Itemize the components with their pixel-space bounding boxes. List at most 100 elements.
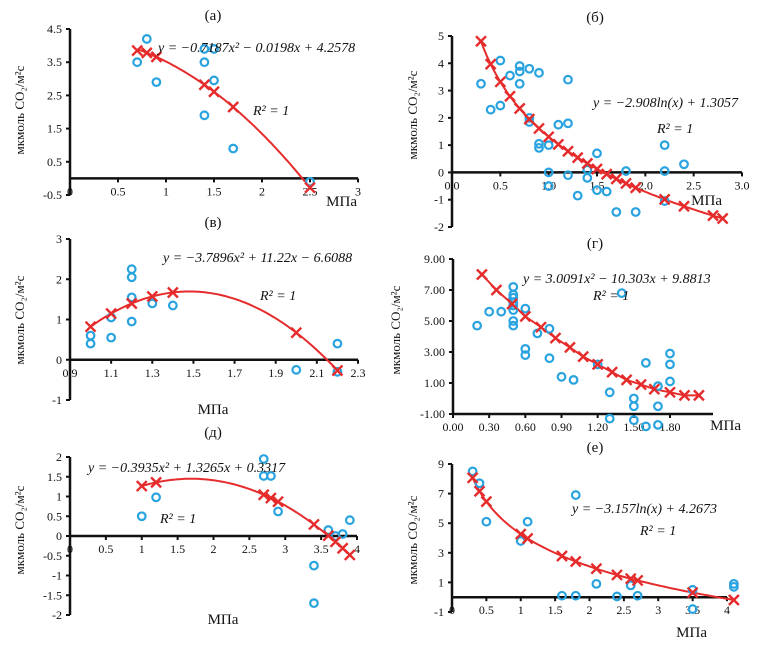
y-tick-label: -1.00	[420, 407, 445, 421]
observed-point	[557, 590, 567, 601]
observed-point	[572, 190, 583, 201]
y-tick-label: 3	[56, 232, 62, 246]
x-tick-label: 3	[282, 542, 288, 556]
x-tick-label: 1.9	[268, 366, 283, 380]
model-point	[331, 364, 344, 377]
model-point	[564, 341, 576, 354]
observed-point	[568, 375, 579, 385]
model-point	[523, 113, 536, 125]
observed-point	[199, 57, 210, 68]
x-tick-label: 3.5	[314, 542, 329, 556]
y-tick-label: 0.5	[47, 509, 62, 523]
x-tick-label: 0.5	[111, 184, 126, 198]
y-tick-label: 3.00	[424, 345, 445, 359]
observed-point	[126, 264, 137, 275]
x-tick-label: 1.50	[623, 420, 644, 434]
y-tick-label: 7.00	[424, 283, 445, 297]
observed-point	[495, 55, 506, 66]
model-point	[140, 47, 153, 59]
observed-point	[305, 176, 315, 187]
model-point	[542, 130, 555, 143]
y-tick-label: 9.00	[424, 252, 445, 266]
observed-point	[151, 492, 162, 503]
fit-equation: y = 3.0091x² − 10.303x + 9.8813	[521, 272, 711, 287]
observed-point	[534, 142, 544, 153]
model-point	[591, 358, 604, 371]
model-point	[556, 550, 568, 562]
observed-point	[474, 478, 485, 489]
model-point	[728, 594, 740, 606]
model-point	[146, 290, 159, 303]
observed-point	[625, 580, 636, 591]
model-point	[131, 44, 144, 57]
model-point	[591, 163, 603, 175]
y-tick-label: 1	[56, 313, 62, 327]
y-tick-label: 3	[438, 546, 444, 560]
observed-point	[544, 323, 555, 334]
observed-point	[476, 78, 486, 89]
model-point	[514, 528, 527, 540]
model-point	[620, 374, 633, 386]
observed-point	[543, 140, 554, 151]
x-tick-label: 1.80	[660, 420, 681, 434]
x-tick-label: 2.5	[242, 542, 257, 556]
x-tick-label: 2.5	[686, 178, 701, 192]
observed-point	[126, 316, 137, 327]
y-axis-label: мкмоль CO₂/м²с	[388, 285, 403, 374]
y-tick-label: -1	[434, 605, 444, 619]
observed-point	[258, 454, 269, 464]
model-point	[290, 326, 303, 339]
y-tick-label: -1	[52, 569, 62, 583]
x-axis-label: МПа	[208, 612, 239, 628]
model-point	[304, 181, 316, 194]
observed-point	[508, 320, 519, 331]
y-tick-label: 2	[56, 272, 62, 286]
model-point	[480, 495, 493, 508]
observed-point	[628, 393, 639, 404]
x-tick-label: 0	[67, 542, 73, 556]
model-point	[490, 284, 503, 296]
x-tick-label: 0.9	[63, 366, 78, 380]
model-point	[610, 173, 623, 185]
model-point	[519, 310, 532, 323]
model-point	[475, 35, 487, 48]
y-tick-label: -0.5	[43, 188, 62, 202]
x-tick-label: 0.30	[479, 420, 500, 434]
observed-point	[199, 44, 210, 54]
model-point	[549, 332, 562, 344]
model-point	[631, 574, 644, 587]
observed-point	[514, 78, 525, 89]
observed-point	[653, 381, 663, 392]
fit-equation: y = −3.7896x² + 11.22x − 6.6088	[161, 251, 352, 266]
x-axis-label: МПа	[326, 194, 357, 210]
x-tick-label: 1.3	[145, 366, 160, 380]
fit-equation: y = −3.157ln(x) + 4.2673	[570, 502, 717, 517]
observed-point	[266, 471, 276, 481]
observed-point	[611, 207, 622, 217]
model-point	[265, 492, 277, 504]
model-point	[208, 85, 220, 98]
fit-curve	[471, 477, 735, 601]
observed-point	[563, 74, 573, 85]
model-point	[629, 181, 642, 194]
observed-point	[612, 591, 622, 602]
y-tick-label: 0	[438, 165, 444, 179]
observed-point	[481, 516, 492, 527]
model-point	[506, 298, 518, 310]
x-tick-label: 0.00	[443, 420, 464, 434]
model-point	[569, 555, 582, 568]
x-tick-label: 1.7	[227, 366, 242, 380]
observed-point	[728, 581, 739, 592]
observed-point	[653, 401, 663, 412]
observed-point	[543, 181, 554, 191]
x-tick-label: 2.5	[616, 603, 631, 617]
model-point	[484, 58, 497, 70]
model-point	[504, 90, 516, 103]
model-point	[678, 200, 690, 213]
fit-curve	[136, 48, 306, 183]
observed-point	[514, 61, 525, 71]
observed-point	[141, 34, 152, 44]
observed-point	[665, 348, 675, 359]
x-tick-label: 0	[67, 184, 73, 198]
